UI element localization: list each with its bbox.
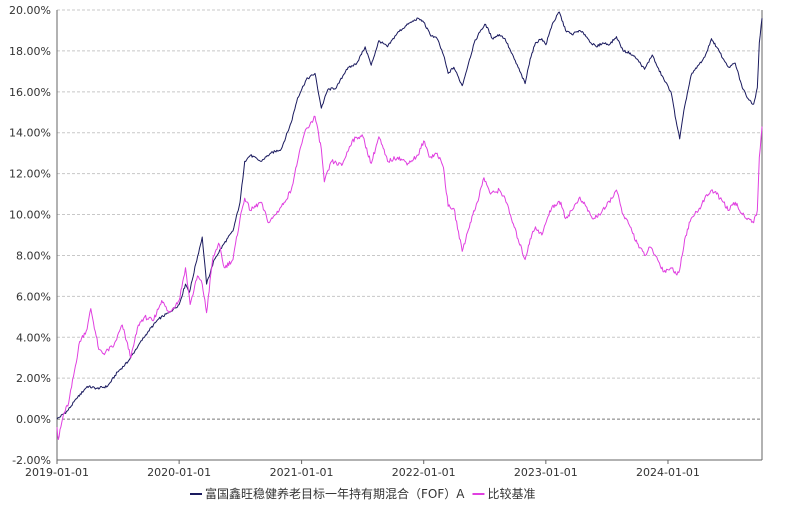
axes: -2.00% 0.00% 2.00% 4.00% 6.00% 8.00% 10.00% 12.… [9,4,763,479]
legend-label: 富国鑫旺稳健养老目标一年持有期混合（FOF）A [205,486,465,501]
x-tick-label: 2019-01-01 [25,466,89,479]
y-tick-label: 20.00% [9,4,51,17]
legend: 富国鑫旺稳健养老目标一年持有期混合（FOF）A 比较基准 [190,486,535,501]
y-tick-label: -2.00% [12,454,51,467]
x-tick-label: 2022-01-01 [392,466,456,479]
y-tick-label: 14.00% [9,127,51,140]
x-tick-label: 2021-01-01 [270,466,334,479]
y-tick-label: 0.00% [16,413,51,426]
y-tick-label: 10.00% [9,209,51,222]
y-tick-label: 18.00% [9,45,51,58]
series-lines [56,11,763,441]
y-tick-label: 4.00% [16,331,51,344]
x-tick-label: 2024-01-01 [636,466,700,479]
benchmark-series-line [56,115,763,441]
fund-nav-series-line [56,11,763,420]
y-tick-label: 16.00% [9,86,51,99]
grid-lines [57,9,762,461]
y-tick-label: 2.00% [16,372,51,385]
legend-label: 比较基准 [487,486,535,501]
y-tick-label: 6.00% [16,290,51,303]
x-tick-label: 2023-01-01 [514,466,578,479]
y-tick-label: 12.00% [9,168,51,181]
y-tick-label: 8.00% [16,249,51,262]
x-tick-label: 2020-01-01 [147,466,211,479]
